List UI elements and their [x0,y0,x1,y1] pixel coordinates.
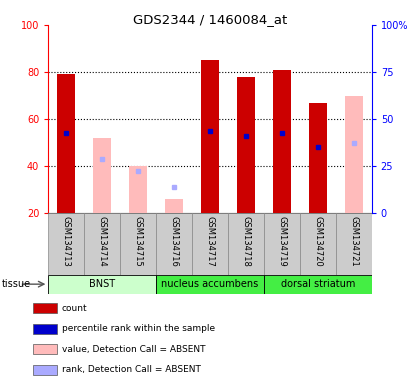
Text: GSM134718: GSM134718 [241,216,250,267]
Text: GSM134716: GSM134716 [170,216,178,267]
Text: GSM134719: GSM134719 [277,216,286,267]
Text: nucleus accumbens: nucleus accumbens [161,279,259,289]
Text: GSM134713: GSM134713 [62,216,71,267]
Bar [309,103,327,213]
Text: GSM134721: GSM134721 [349,216,358,267]
Text: rank, Detection Call = ABSENT: rank, Detection Call = ABSENT [61,366,200,374]
Text: GDS2344 / 1460084_at: GDS2344 / 1460084_at [133,13,287,26]
Bar [228,213,264,275]
Text: value, Detection Call = ABSENT: value, Detection Call = ABSENT [61,345,205,354]
Bar [33,303,57,313]
Bar [156,213,192,275]
Bar [48,213,84,275]
Text: count: count [61,303,87,313]
Bar [33,344,57,354]
Bar [336,213,372,275]
Bar [264,275,372,294]
Bar [48,275,156,294]
Bar [129,166,147,213]
Bar [156,275,264,294]
Bar [33,324,57,334]
Bar [264,213,300,275]
Text: tissue: tissue [2,279,31,289]
Text: GSM134717: GSM134717 [205,216,215,267]
Bar [237,77,255,213]
Text: BNST: BNST [89,279,115,289]
Text: percentile rank within the sample: percentile rank within the sample [61,324,215,333]
Bar [345,96,363,213]
Text: GSM134714: GSM134714 [98,216,107,267]
Bar [120,213,156,275]
Bar [33,365,57,375]
Bar [84,213,120,275]
Bar [57,74,75,213]
Bar [201,60,219,213]
Text: dorsal striatum: dorsal striatum [281,279,355,289]
Text: GSM134715: GSM134715 [134,216,143,267]
Bar [165,199,183,213]
Bar [273,70,291,213]
Bar [300,213,336,275]
Bar [93,138,111,213]
Bar [192,213,228,275]
Text: GSM134720: GSM134720 [313,216,322,267]
